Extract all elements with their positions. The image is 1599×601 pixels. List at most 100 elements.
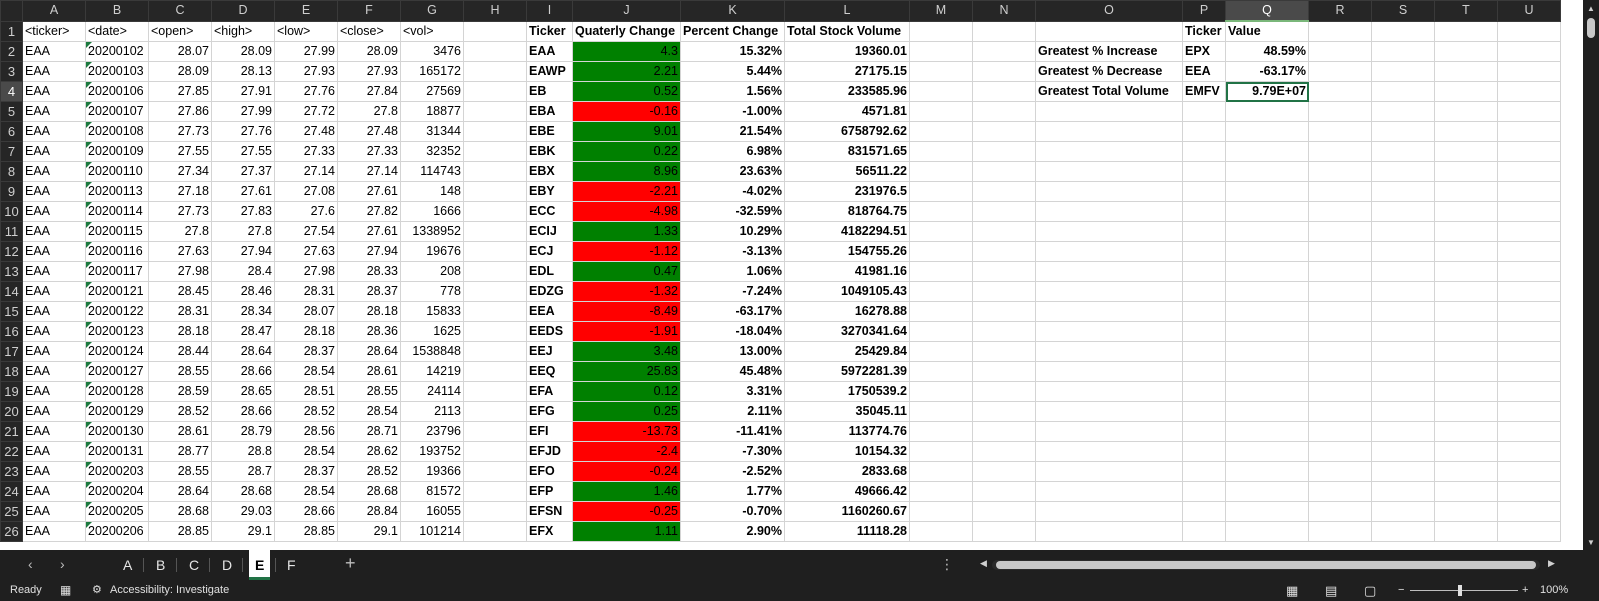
cell-n5[interactable]: [972, 101, 1036, 122]
row-header[interactable]: 25: [0, 501, 23, 522]
cell-a11[interactable]: EAA: [22, 221, 86, 242]
cell-j22[interactable]: -2.4: [572, 441, 681, 462]
cell-q26[interactable]: [1225, 521, 1309, 542]
cell-t2[interactable]: [1434, 41, 1498, 62]
cell-d1[interactable]: <high>: [211, 20, 275, 42]
cell-t16[interactable]: [1434, 321, 1498, 342]
cell-q5[interactable]: [1225, 101, 1309, 122]
column-header-b[interactable]: B: [85, 0, 149, 22]
cell-e16[interactable]: 28.18: [274, 321, 338, 342]
cell-m15[interactable]: [909, 301, 973, 322]
cell-m18[interactable]: [909, 361, 973, 382]
cell-p9[interactable]: [1182, 181, 1226, 202]
cell-i21[interactable]: EFI: [526, 421, 573, 442]
column-header-n[interactable]: N: [972, 0, 1036, 22]
cell-u25[interactable]: [1497, 501, 1561, 522]
cell-e3[interactable]: 27.93: [274, 61, 338, 82]
cell-q6[interactable]: [1225, 121, 1309, 142]
column-header-r[interactable]: R: [1308, 0, 1372, 22]
cell-h3[interactable]: [463, 61, 527, 82]
cell-j9[interactable]: -2.21: [572, 181, 681, 202]
cell-g22[interactable]: 193752: [400, 441, 464, 462]
cell-h10[interactable]: [463, 201, 527, 222]
cell-g2[interactable]: 3476: [400, 41, 464, 62]
vertical-scrollbar[interactable]: ▲ ▼: [1583, 0, 1599, 550]
cell-r21[interactable]: [1308, 421, 1372, 442]
cell-t21[interactable]: [1434, 421, 1498, 442]
cell-l22[interactable]: 10154.32: [784, 441, 910, 462]
cell-d8[interactable]: 27.37: [211, 161, 275, 182]
cell-a13[interactable]: EAA: [22, 261, 86, 282]
row-header[interactable]: 4: [0, 81, 23, 102]
cell-i24[interactable]: EFP: [526, 481, 573, 502]
sheet-tab-a[interactable]: A: [123, 557, 133, 573]
cell-h2[interactable]: [463, 41, 527, 62]
cell-e25[interactable]: 28.66: [274, 501, 338, 522]
cell-s11[interactable]: [1371, 221, 1435, 242]
cell-a20[interactable]: EAA: [22, 401, 86, 422]
cell-d10[interactable]: 27.83: [211, 201, 275, 222]
row-header[interactable]: 8: [0, 161, 23, 182]
cell-c20[interactable]: 28.52: [148, 401, 212, 422]
cell-d2[interactable]: 28.09: [211, 41, 275, 62]
cell-k22[interactable]: -7.30%: [680, 441, 785, 462]
cell-r16[interactable]: [1308, 321, 1372, 342]
cell-o25[interactable]: [1035, 501, 1183, 522]
page-break-icon[interactable]: ▢: [1364, 583, 1377, 598]
cell-f23[interactable]: 28.52: [337, 461, 401, 482]
cell-f4[interactable]: 27.84: [337, 81, 401, 102]
cell-r15[interactable]: [1308, 301, 1372, 322]
row-header[interactable]: 19: [0, 381, 23, 402]
cell-r1[interactable]: [1308, 20, 1372, 42]
cell-f11[interactable]: 27.61: [337, 221, 401, 242]
cell-s12[interactable]: [1371, 241, 1435, 262]
cell-g4[interactable]: 27569: [400, 81, 464, 102]
cell-c16[interactable]: 28.18: [148, 321, 212, 342]
cell-o22[interactable]: [1035, 441, 1183, 462]
cell-h8[interactable]: [463, 161, 527, 182]
row-header[interactable]: 18: [0, 361, 23, 382]
cell-t11[interactable]: [1434, 221, 1498, 242]
cell-g12[interactable]: 19676: [400, 241, 464, 262]
cell-d3[interactable]: 28.13: [211, 61, 275, 82]
cell-o7[interactable]: [1035, 141, 1183, 162]
cell-h22[interactable]: [463, 441, 527, 462]
cell-q10[interactable]: [1225, 201, 1309, 222]
cell-i2[interactable]: EAA: [526, 41, 573, 62]
cell-o13[interactable]: [1035, 261, 1183, 282]
cell-b20[interactable]: 20200129: [85, 401, 149, 422]
cell-c1[interactable]: <open>: [148, 20, 212, 42]
cell-c19[interactable]: 28.59: [148, 381, 212, 402]
row-header[interactable]: 10: [0, 201, 23, 222]
cell-t9[interactable]: [1434, 181, 1498, 202]
cell-n13[interactable]: [972, 261, 1036, 282]
cell-p2[interactable]: EPX: [1182, 41, 1226, 62]
cell-r3[interactable]: [1308, 61, 1372, 82]
cell-m14[interactable]: [909, 281, 973, 302]
cell-j25[interactable]: -0.25: [572, 501, 681, 522]
cell-k23[interactable]: -2.52%: [680, 461, 785, 482]
cell-a8[interactable]: EAA: [22, 161, 86, 182]
cell-u3[interactable]: [1497, 61, 1561, 82]
cell-c25[interactable]: 28.68: [148, 501, 212, 522]
cell-c11[interactable]: 27.8: [148, 221, 212, 242]
cell-e6[interactable]: 27.48: [274, 121, 338, 142]
cell-m26[interactable]: [909, 521, 973, 542]
cell-m17[interactable]: [909, 341, 973, 362]
cell-t12[interactable]: [1434, 241, 1498, 262]
cell-h17[interactable]: [463, 341, 527, 362]
cell-j20[interactable]: 0.25: [572, 401, 681, 422]
cell-j13[interactable]: 0.47: [572, 261, 681, 282]
cell-d20[interactable]: 28.66: [211, 401, 275, 422]
cell-d23[interactable]: 28.7: [211, 461, 275, 482]
cell-n26[interactable]: [972, 521, 1036, 542]
cell-h16[interactable]: [463, 321, 527, 342]
cell-a22[interactable]: EAA: [22, 441, 86, 462]
cell-j5[interactable]: -0.16: [572, 101, 681, 122]
cell-h12[interactable]: [463, 241, 527, 262]
cell-n19[interactable]: [972, 381, 1036, 402]
cell-f25[interactable]: 28.84: [337, 501, 401, 522]
cell-t10[interactable]: [1434, 201, 1498, 222]
cell-o26[interactable]: [1035, 521, 1183, 542]
cell-u4[interactable]: [1497, 81, 1561, 102]
